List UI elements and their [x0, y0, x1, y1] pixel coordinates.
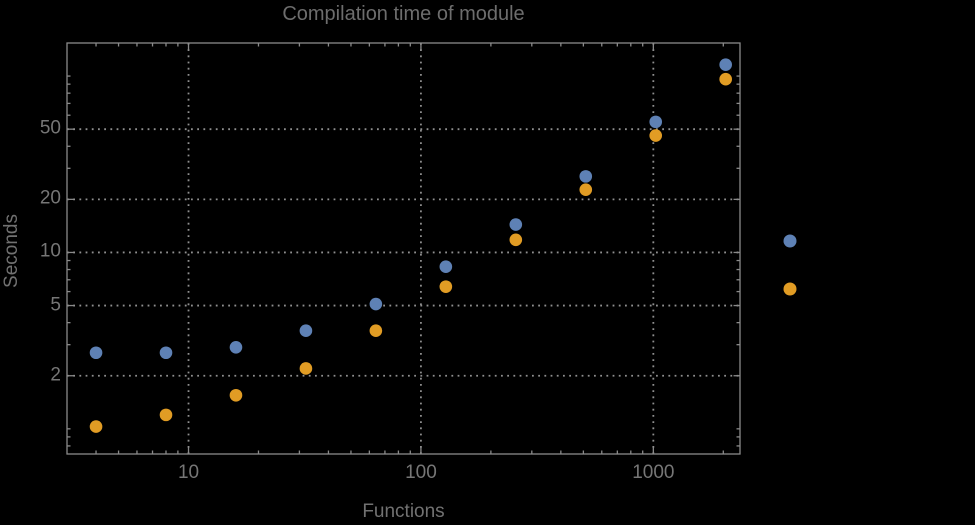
x-tick-label-1000: 1000 [632, 462, 675, 483]
y-tick-label-20: 20 [39, 187, 61, 209]
data-point-series-2-orange-x128 [439, 280, 453, 293]
data-point-series-2-orange-x512 [579, 183, 593, 196]
data-point-series-2-orange-x2048 [719, 72, 732, 86]
x-tick-label-100: 100 [405, 462, 437, 483]
data-point-series-1-blue-x2048 [719, 58, 732, 72]
data-point-series-1-blue-x32 [299, 324, 313, 338]
chart-title: Compilation time of module [282, 3, 525, 25]
data-point-series-2-orange-x8 [159, 408, 173, 422]
legend-marker-2 [783, 282, 797, 296]
data-point-series-2-orange-x1024 [649, 129, 663, 142]
data-point-series-2-orange-x64 [369, 324, 383, 338]
data-point-series-2-orange-x16 [229, 388, 243, 402]
y-tick-label-50: 50 [39, 117, 61, 139]
data-point-series-1-blue-x64 [369, 297, 383, 311]
data-point-series-1-blue-x128 [439, 260, 453, 274]
y-tick-label-5: 5 [50, 294, 61, 316]
data-point-series-1-blue-x4 [89, 346, 103, 360]
plot-frame [66, 42, 741, 455]
y-tick-label-10: 10 [39, 241, 61, 263]
data-point-series-1-blue-x8 [159, 346, 173, 360]
data-point-series-1-blue-x256 [509, 218, 523, 231]
data-point-series-1-blue-x16 [229, 340, 243, 354]
data-point-series-2-orange-x32 [299, 362, 313, 375]
data-point-series-2-orange-x4 [89, 420, 103, 433]
x-axis-label: Functions [362, 501, 445, 522]
x-tick-label-10: 10 [177, 462, 200, 483]
data-point-series-1-blue-x1024 [649, 115, 663, 129]
y-tick-label-2: 2 [50, 364, 61, 386]
data-point-series-2-orange-x256 [509, 233, 523, 247]
data-point-series-1-blue-x512 [579, 170, 593, 183]
legend-marker-1 [783, 234, 797, 248]
